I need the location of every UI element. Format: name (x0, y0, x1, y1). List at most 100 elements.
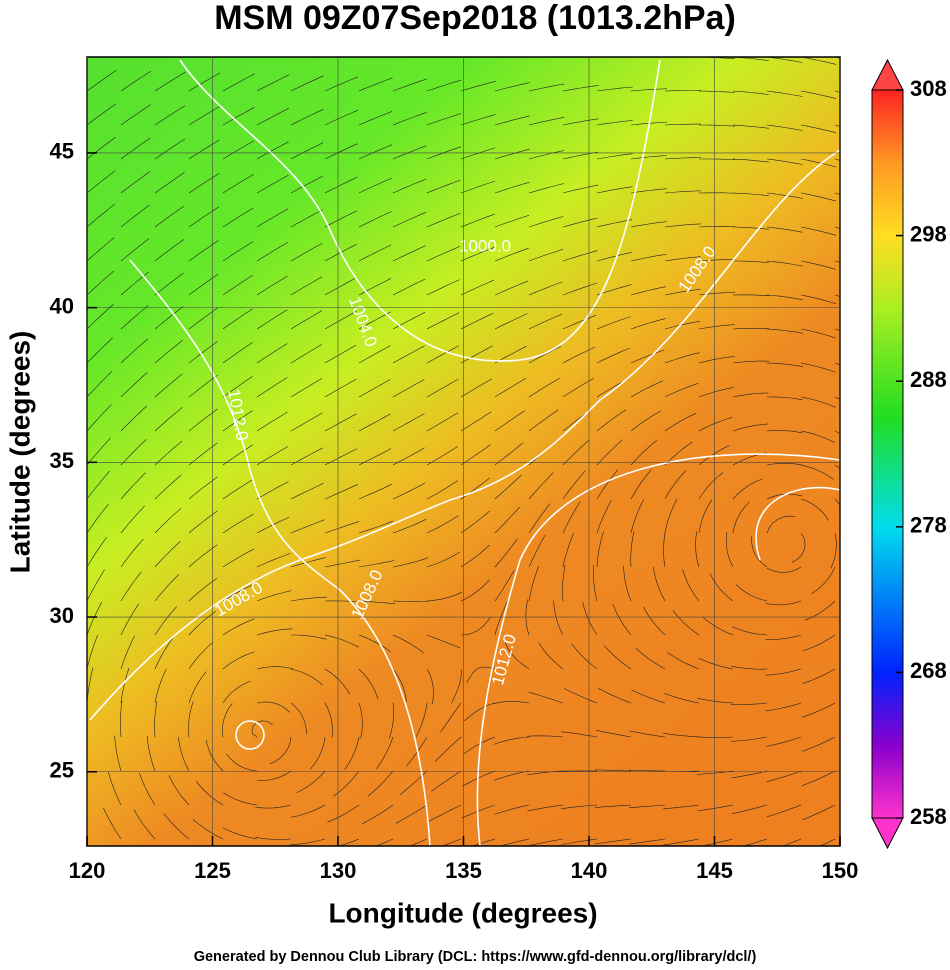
streamline (596, 284, 632, 296)
y-tick-label: 40 (50, 293, 74, 318)
streamline (87, 70, 117, 92)
streamline (223, 792, 258, 806)
streamline (664, 90, 702, 92)
streamline (731, 665, 768, 670)
streamline (87, 370, 113, 398)
streamline (630, 349, 665, 364)
streamline (324, 109, 358, 126)
streamline (800, 430, 836, 443)
streamline (154, 407, 183, 432)
streamline (765, 634, 802, 640)
streamline (192, 819, 224, 840)
streamline (290, 142, 324, 160)
streamline (154, 339, 183, 364)
streamline (87, 769, 88, 771)
streamline (269, 736, 292, 765)
streamline (426, 312, 460, 330)
streamline (87, 838, 88, 839)
streamline (291, 634, 327, 640)
streamline (146, 735, 156, 772)
streamline (528, 346, 562, 364)
streamline (324, 311, 357, 330)
streamline (428, 804, 462, 822)
streamline (344, 736, 360, 770)
streamline (494, 247, 529, 262)
streamline (529, 57, 531, 58)
streamline (663, 531, 666, 568)
y-axis-label: Latitude (degrees) (4, 331, 35, 574)
streamline (392, 145, 427, 160)
streamline (324, 378, 357, 398)
streamline (664, 383, 699, 398)
title: MSM 09Z07Sep2018 (1013.2hPa) (214, 0, 736, 37)
streamline (392, 668, 407, 702)
streamline (120, 405, 148, 432)
streamline (392, 600, 430, 602)
streamline (697, 804, 734, 812)
streamline (702, 616, 734, 636)
streamline (766, 57, 803, 63)
streamline (494, 770, 530, 781)
streamline (562, 314, 597, 330)
streamline (562, 565, 566, 602)
streamline (257, 57, 258, 58)
streamline (461, 57, 463, 58)
streamline (154, 306, 184, 330)
streamline (595, 804, 632, 808)
streamline (562, 346, 596, 364)
streamline (562, 470, 586, 500)
streamline (222, 73, 255, 92)
streamline (358, 311, 391, 330)
streamline (426, 480, 459, 500)
streamline (732, 423, 769, 432)
streamline (256, 175, 289, 194)
streamline (664, 441, 693, 466)
streamline (358, 77, 393, 92)
streamline (494, 506, 521, 534)
streamline (188, 642, 214, 670)
streamline (222, 140, 255, 160)
streamline (494, 215, 530, 228)
streamline (804, 600, 836, 621)
streamline (595, 729, 632, 738)
colorbar-tick-label: 288 (910, 367, 947, 392)
streamline (222, 174, 254, 194)
streamline (528, 313, 562, 330)
streamline (154, 272, 184, 296)
streamline (630, 155, 667, 160)
streamline (698, 387, 734, 398)
streamline (494, 148, 530, 160)
streamline (222, 207, 254, 228)
streamline (732, 124, 769, 129)
streamline (120, 472, 146, 500)
streamline (163, 813, 190, 840)
streamline (664, 469, 687, 500)
streamline (427, 57, 428, 58)
streamline (460, 180, 496, 194)
streamline (766, 90, 803, 97)
streamline (819, 838, 836, 846)
streamline (460, 345, 493, 364)
streamline (222, 680, 251, 704)
streamline (800, 396, 836, 408)
streamline (324, 668, 351, 695)
streamline (426, 212, 461, 228)
streamline (324, 76, 359, 92)
streamline (222, 274, 254, 296)
streamline (290, 557, 326, 568)
streamline (630, 410, 661, 432)
streamline (256, 770, 292, 781)
streamline (358, 144, 393, 160)
streamline (426, 113, 462, 126)
streamline (178, 736, 190, 772)
streamline (698, 259, 736, 262)
footer: Generated by Dennou Club Library (DCL: h… (194, 949, 757, 965)
streamline (188, 671, 207, 704)
streamline (256, 74, 290, 92)
streamline (392, 379, 425, 398)
streamline (528, 117, 565, 126)
streamline (732, 90, 769, 95)
streamline (290, 209, 323, 228)
streamline (120, 439, 147, 466)
colorbar-max-arrow (871, 58, 904, 91)
